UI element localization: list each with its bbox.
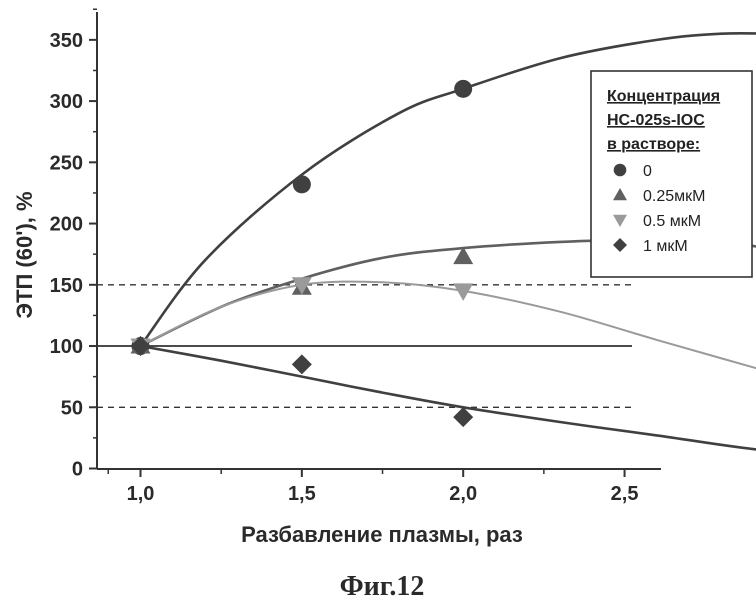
y-tick-label: 150 [50, 275, 83, 297]
x-axis-title: Разбавление плазмы, раз [241, 522, 523, 547]
y-tick-label: 350 [50, 30, 83, 52]
legend-label: 1 мкМ [643, 238, 688, 255]
x-tick-label: 1,0 [127, 483, 155, 505]
y-tick-label: 250 [50, 152, 83, 174]
data-point-series-0 [454, 80, 472, 98]
y-axis-title: ЭТП (60'), % [12, 191, 37, 318]
legend-title-line: в растворе: [607, 136, 700, 153]
data-point-series-3 [453, 407, 473, 427]
y-tick-label: 300 [50, 91, 83, 113]
x-tick-label: 1,5 [288, 483, 316, 505]
legend-title-line: HC-025s-IOC [607, 112, 705, 129]
y-tick-label: 100 [50, 336, 83, 358]
legend: Концентрация HC-025s-IOC в растворе: 0 0.25м… [591, 71, 752, 277]
legend-label: 0.5 мкМ [643, 213, 701, 230]
legend-label: 0.25мкМ [643, 188, 705, 205]
x-tick-label: 2,5 [611, 483, 639, 505]
legend-title-line: Концентрация [607, 88, 720, 105]
y-tick-label: 200 [50, 214, 83, 236]
y-tick-label: 0 [72, 459, 83, 481]
legend-label: 0 [643, 163, 652, 180]
fit-curve-series-3 [141, 346, 756, 462]
x-tick-label: 2,0 [449, 483, 477, 505]
data-point-series-3 [292, 354, 312, 374]
legend-marker [614, 164, 627, 177]
data-point-series-0 [293, 175, 311, 193]
figure-caption: Фиг.12 [340, 571, 425, 602]
fit-curve-series-2 [141, 282, 756, 436]
y-tick-label: 50 [61, 397, 83, 419]
